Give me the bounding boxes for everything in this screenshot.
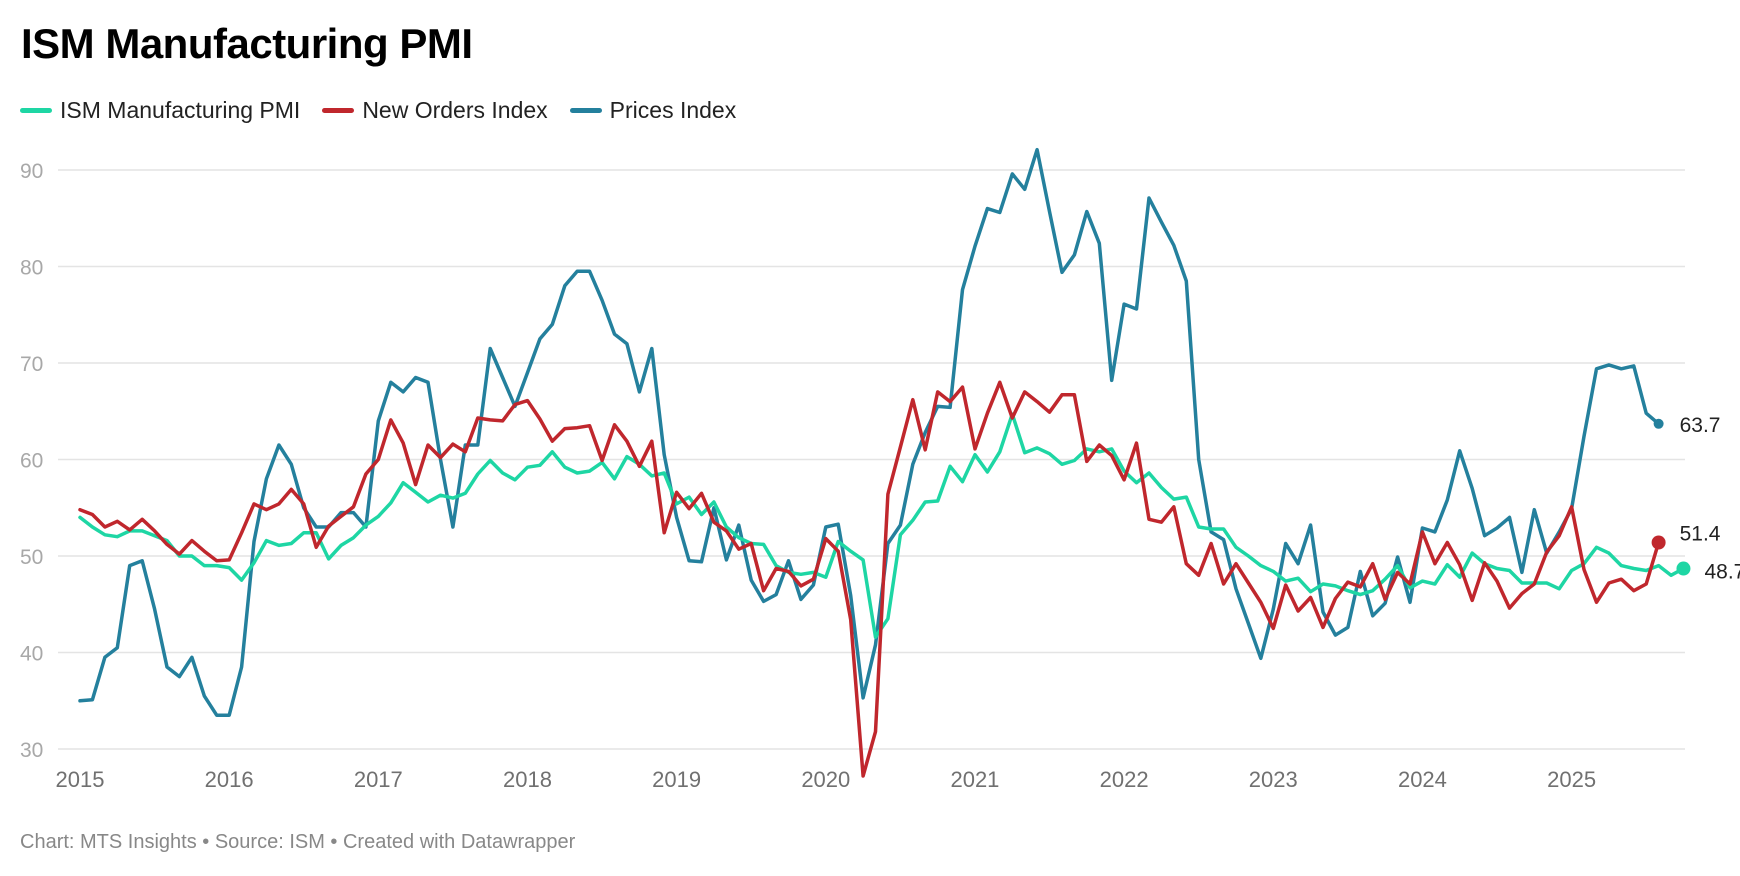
end-label: 48.7 [1704, 561, 1740, 584]
legend-label-prices: Prices Index [609, 97, 737, 123]
legend-item-new-orders: New Orders Index [322, 97, 548, 124]
legend-label-new-orders: New Orders Index [362, 97, 548, 123]
end-dot-new-orders-index [1651, 535, 1666, 550]
end-label: 51.4 [1680, 522, 1721, 545]
series-lines [78, 147, 1686, 778]
x-tick-label: 2020 [801, 767, 850, 792]
x-tick-label: 2017 [354, 767, 403, 792]
x-tick-label: 2015 [56, 767, 105, 792]
x-tick-label: 2021 [950, 767, 999, 792]
legend-label-pmi: ISM Manufacturing PMI [60, 97, 301, 123]
y-tick-label: 30 [20, 739, 43, 762]
legend-swatch-pmi [20, 108, 52, 113]
x-tick-label: 2018 [503, 767, 552, 792]
legend-item-prices: Prices Index [569, 97, 737, 124]
x-tick-label: 2019 [652, 767, 701, 792]
x-tick-label: 2025 [1547, 767, 1596, 792]
series-line-prices-index [78, 147, 1661, 717]
x-tick-label: 2016 [205, 767, 254, 792]
y-axis-ticks: 30 40 50 60 70 80 90 [20, 160, 43, 762]
end-dot-prices-index [1653, 418, 1664, 429]
y-tick-label: 50 [20, 546, 43, 569]
legend-item-pmi: ISM Manufacturing PMI [20, 97, 300, 124]
y-tick-label: 80 [20, 257, 43, 280]
legend-swatch-prices [569, 108, 602, 113]
series-line-new-orders-index [78, 380, 1661, 778]
end-label: 63.7 [1680, 414, 1721, 437]
y-tick-label: 70 [20, 353, 43, 376]
x-axis-ticks: 2015 2016 2017 2018 2019 2020 2021 2022 2023 2024… [56, 767, 1597, 792]
x-tick-label: 2024 [1398, 767, 1447, 792]
y-tick-label: 40 [20, 643, 43, 666]
y-tick-label: 90 [20, 160, 43, 183]
legend-swatch-new-orders [322, 108, 355, 113]
legend: ISM Manufacturing PMI New Orders Index P… [20, 97, 758, 124]
end-dot-ism-manufacturing-pmi [1676, 561, 1691, 576]
end-labels: 48.7 51.4 63.7 [1651, 414, 1740, 584]
x-tick-label: 2023 [1249, 767, 1298, 792]
chart-footer: Chart: MTS Insights • Source: ISM • Crea… [20, 831, 576, 853]
y-tick-label: 60 [20, 450, 43, 473]
chart-title: ISM Manufacturing PMI [21, 20, 473, 67]
x-tick-label: 2022 [1100, 767, 1149, 792]
